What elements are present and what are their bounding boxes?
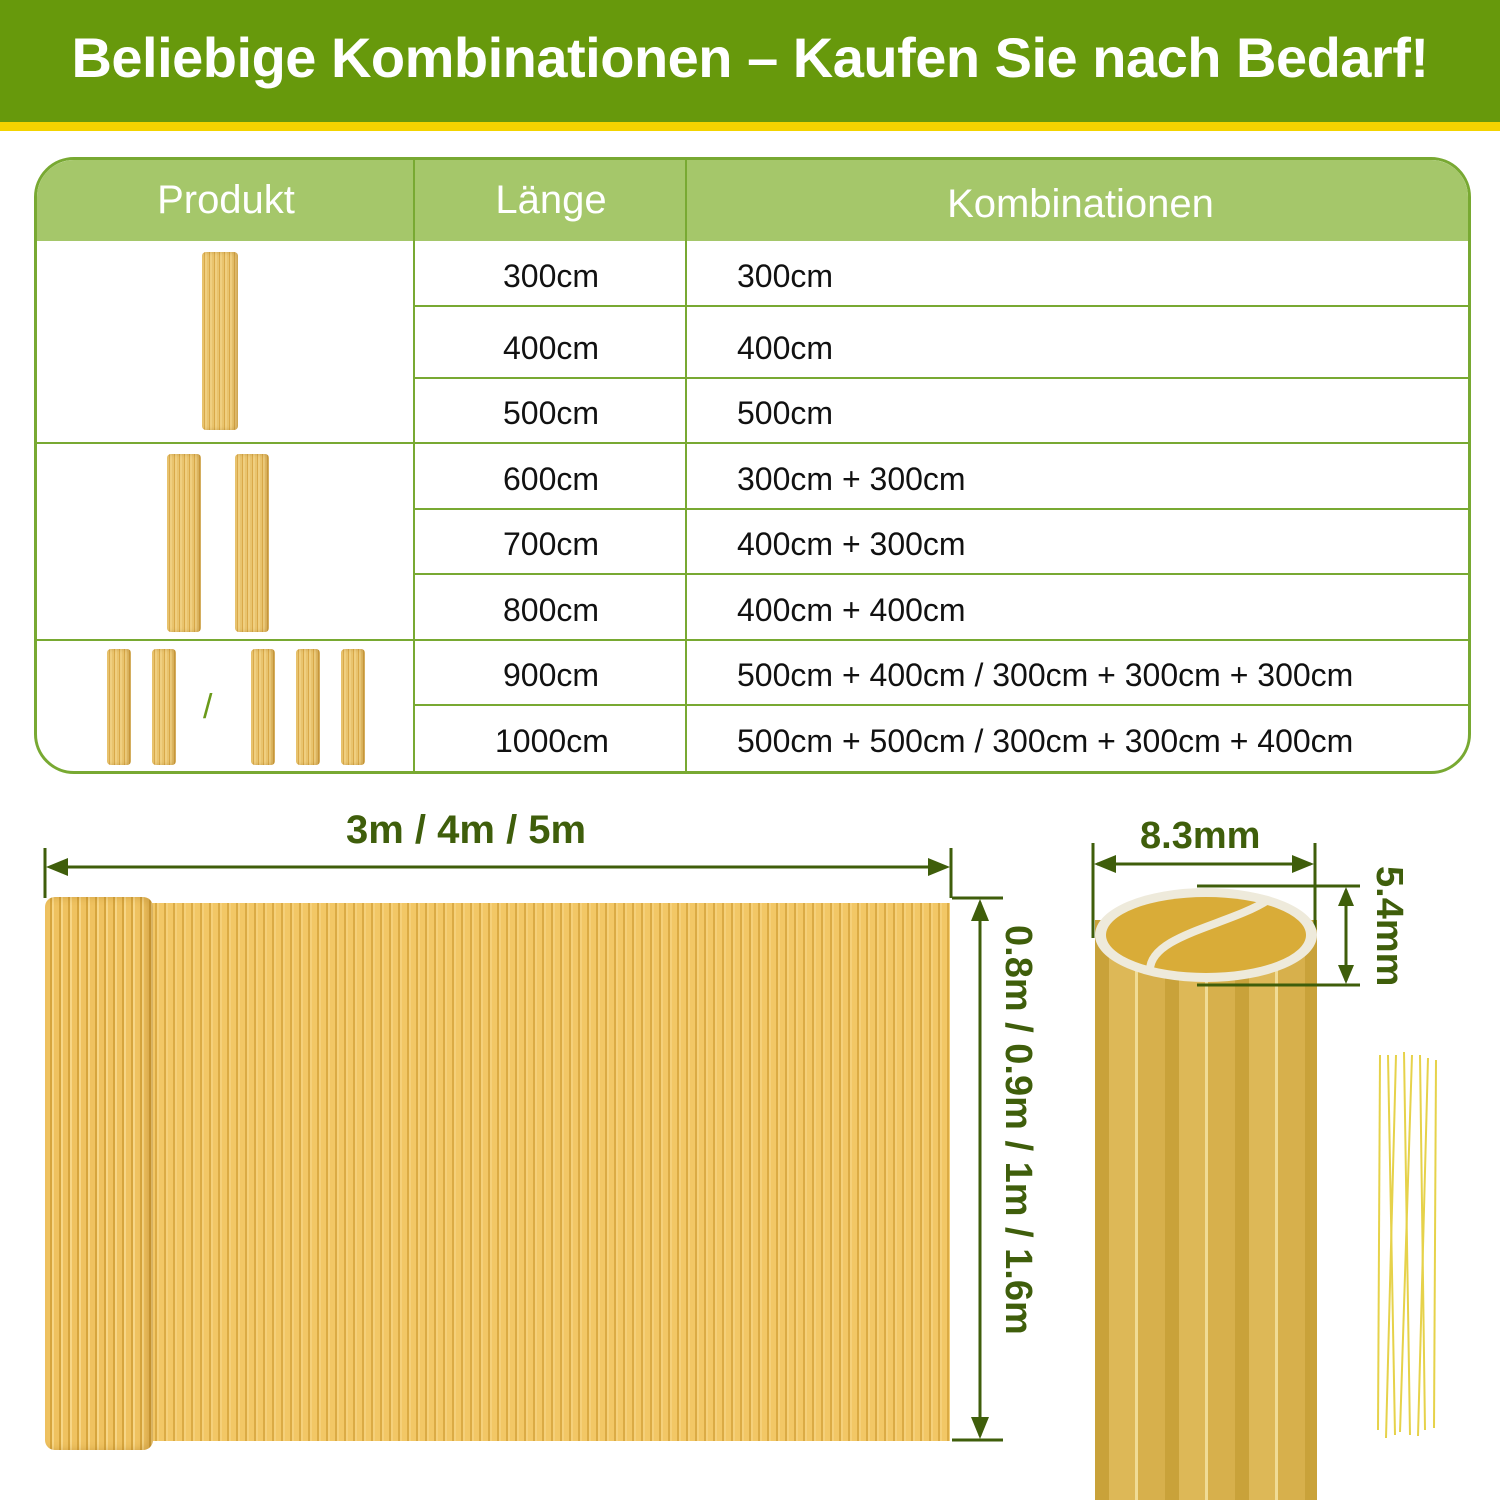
roll-image (251, 649, 275, 765)
combination-cell: 400cm + 300cm (737, 526, 966, 562)
divider (415, 573, 1468, 575)
combination-cell: 300cm (737, 258, 834, 294)
combination-cell: 500cm + 500cm / 300cm + 300cm + 400cm (737, 723, 1354, 759)
combination-cell: 400cm + 400cm (737, 592, 966, 628)
divider (413, 160, 415, 771)
tube-width-label: 8.3mm (1140, 815, 1261, 857)
fence-roll-image (45, 897, 153, 1450)
divider (37, 442, 1468, 444)
length-cell: 700cm (503, 526, 600, 562)
length-cell: 300cm (503, 258, 600, 294)
divider (415, 704, 1468, 706)
roll-image (296, 649, 320, 765)
roll-image (152, 649, 176, 765)
cable-ties-image (1377, 1051, 1437, 1439)
divider (37, 639, 1468, 641)
divider (415, 508, 1468, 510)
or-separator: / (203, 688, 213, 726)
roll-image (167, 454, 201, 632)
length-cell: 600cm (503, 461, 600, 497)
length-cell: 400cm (503, 330, 600, 366)
roll-image (202, 252, 238, 430)
combination-table: Produkt Länge Kombinationen 300cm 300cm … (34, 157, 1471, 774)
length-cell: 1000cm (495, 723, 609, 759)
length-cell: 800cm (503, 592, 600, 628)
combination-cell: 500cm (737, 395, 834, 431)
table-header (37, 160, 1468, 241)
length-label: 3m / 4m / 5m (346, 808, 587, 852)
fence-mat-image (150, 903, 950, 1441)
length-cell: 500cm (503, 395, 600, 431)
tube-closeup-image (1095, 920, 1317, 1500)
combination-cell: 300cm + 300cm (737, 461, 966, 497)
combination-cell: 500cm + 400cm / 300cm + 300cm + 300cm (737, 657, 1354, 693)
divider (685, 160, 687, 771)
header-product: Produkt (157, 178, 295, 222)
roll-image (235, 454, 269, 632)
combination-cell: 400cm (737, 330, 834, 366)
length-cell: 900cm (503, 657, 600, 693)
banner-stripe (0, 122, 1500, 131)
divider (415, 377, 1468, 379)
banner-title: Beliebige Kombinationen – Kaufen Sie nac… (0, 0, 1500, 122)
divider (415, 305, 1468, 307)
roll-image (341, 649, 365, 765)
roll-image (107, 649, 131, 765)
header-length: Länge (495, 178, 607, 222)
header-combinations: Kombinationen (947, 182, 1214, 226)
